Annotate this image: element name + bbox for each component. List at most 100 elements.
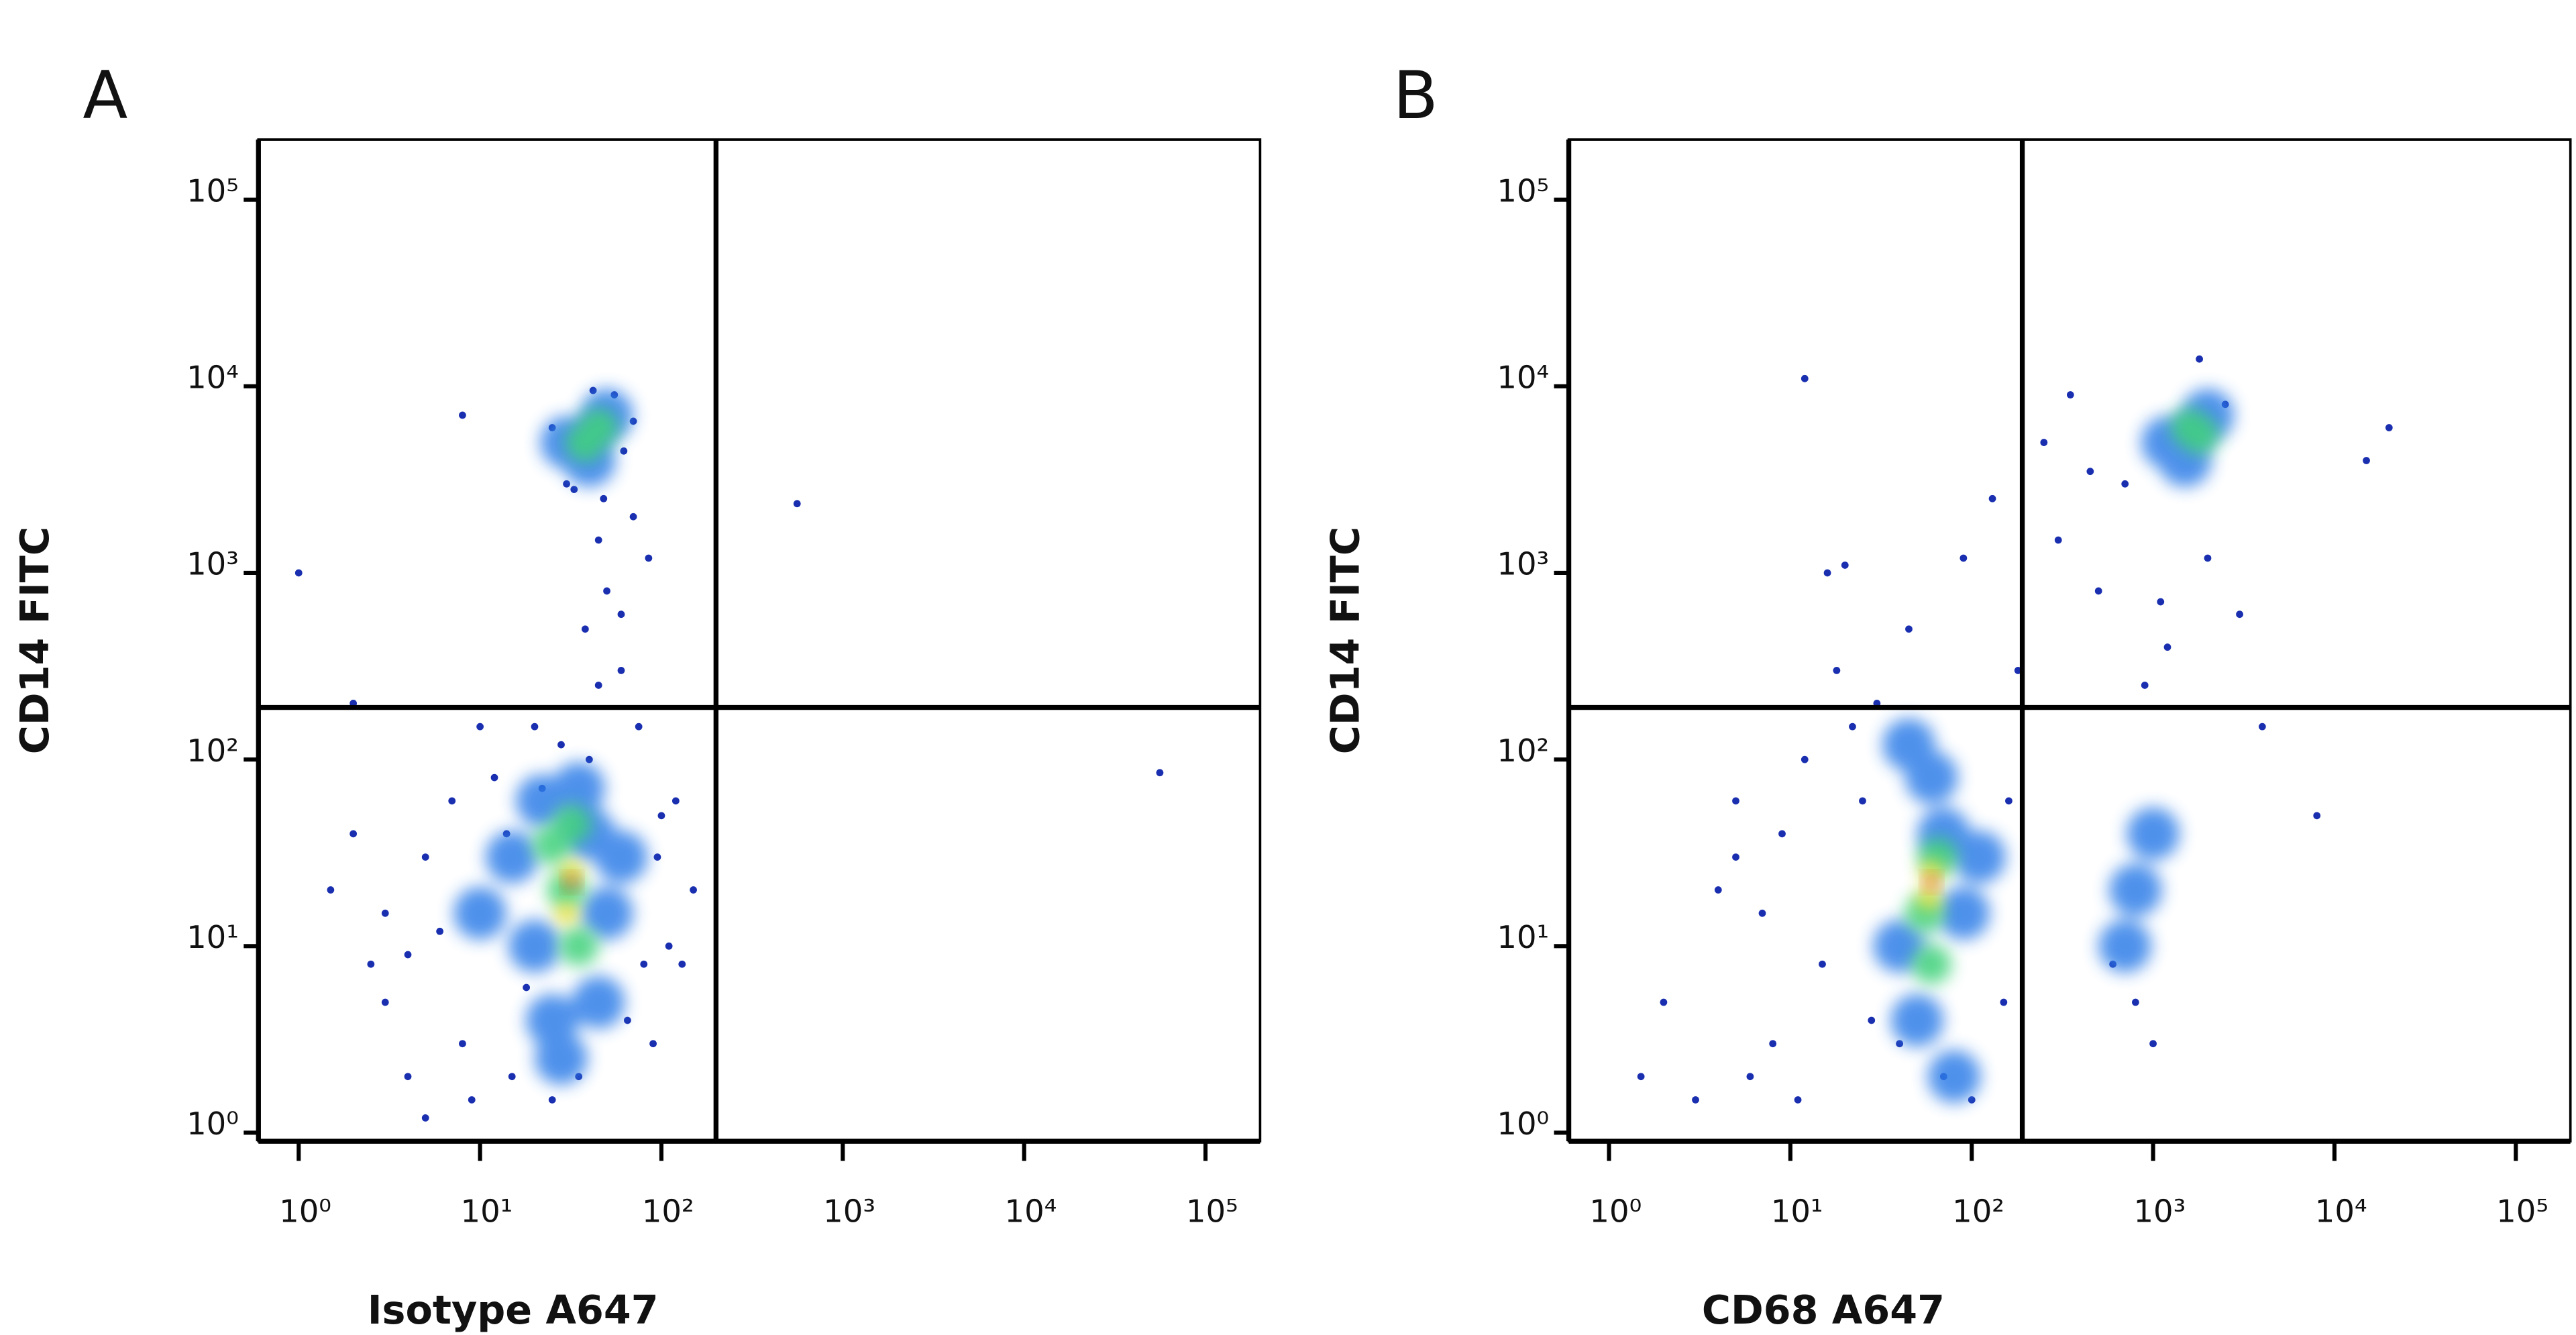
event-point bbox=[486, 831, 539, 884]
event-point bbox=[1920, 860, 1943, 884]
event-point bbox=[2385, 424, 2393, 431]
event-point bbox=[490, 773, 498, 782]
event-point bbox=[1882, 718, 1935, 771]
event-point bbox=[1849, 723, 1856, 731]
event-point bbox=[2000, 998, 2008, 1006]
event-point bbox=[559, 926, 599, 966]
event-point bbox=[468, 1096, 476, 1104]
event-point bbox=[2363, 457, 2370, 464]
event-point bbox=[508, 920, 561, 973]
event-point bbox=[690, 886, 697, 894]
events bbox=[294, 386, 1164, 1122]
y-tick-label: 10⁵ bbox=[1497, 172, 1549, 209]
y-tick-label: 10⁰ bbox=[1497, 1106, 1549, 1142]
y-tick-label: 10³ bbox=[186, 546, 239, 582]
event-point bbox=[294, 569, 303, 577]
event-point bbox=[1960, 554, 1968, 562]
y-axis-title: CD14 FITC bbox=[11, 527, 58, 754]
event-point bbox=[645, 554, 653, 562]
population-level bbox=[1917, 860, 1943, 910]
event-point bbox=[381, 998, 389, 1006]
population-level bbox=[294, 386, 1164, 1122]
event-point bbox=[594, 682, 602, 689]
event-point bbox=[404, 951, 412, 959]
event-point bbox=[1156, 769, 1164, 777]
event-point bbox=[617, 667, 625, 674]
event-point bbox=[1927, 1050, 1981, 1103]
event-point bbox=[1769, 1040, 1777, 1048]
event-point bbox=[617, 610, 625, 619]
event-point bbox=[665, 942, 673, 950]
x-tick-label: 10¹ bbox=[460, 1193, 513, 1229]
event-point bbox=[1925, 875, 1939, 889]
event-point bbox=[2149, 1040, 2157, 1048]
event-point bbox=[1732, 853, 1739, 861]
event-point bbox=[640, 960, 648, 968]
event-point bbox=[1859, 797, 1866, 805]
event-point bbox=[1823, 569, 1831, 577]
event-point bbox=[635, 723, 643, 731]
event-point bbox=[2157, 598, 2165, 606]
event-point bbox=[459, 1040, 466, 1048]
event-point bbox=[653, 853, 661, 861]
population-level bbox=[1904, 408, 2219, 984]
event-point bbox=[1801, 755, 1809, 763]
event-point bbox=[657, 812, 665, 820]
event-point bbox=[1953, 831, 2006, 884]
event-point bbox=[1801, 374, 1809, 382]
event-point bbox=[2066, 391, 2074, 398]
event-point bbox=[594, 831, 648, 884]
x-tick-label: 10¹ bbox=[1771, 1193, 1823, 1229]
event-point bbox=[2163, 643, 2171, 651]
event-point bbox=[620, 447, 628, 455]
x-tick-label: 10⁰ bbox=[279, 1193, 331, 1229]
event-point bbox=[531, 723, 539, 731]
event-point bbox=[367, 960, 375, 968]
event-point bbox=[2098, 920, 2151, 973]
x-axis-title: CD68 A647 bbox=[1702, 1287, 1945, 1333]
event-point bbox=[2094, 587, 2102, 595]
event-point bbox=[1637, 1073, 1645, 1081]
event-point bbox=[1937, 887, 1990, 940]
population-level bbox=[532, 408, 619, 966]
events bbox=[1637, 355, 2393, 1104]
x-tick-label: 10² bbox=[642, 1193, 694, 1229]
event-point bbox=[381, 909, 389, 917]
event-point bbox=[2132, 998, 2139, 1006]
panel-letter: B bbox=[1393, 58, 1438, 134]
x-tick-label: 10⁴ bbox=[2315, 1193, 2367, 1229]
x-tick-label: 10³ bbox=[823, 1193, 875, 1229]
plot-frame bbox=[1567, 138, 2572, 1143]
y-axis-title: CD14 FITC bbox=[1322, 527, 1368, 754]
event-point bbox=[2005, 797, 2012, 805]
x-tick-label: 10⁴ bbox=[1005, 1193, 1057, 1229]
event-point bbox=[1714, 886, 1722, 894]
event-point bbox=[600, 494, 608, 502]
x-tick-label: 10⁰ bbox=[1589, 1193, 1642, 1229]
event-point bbox=[1988, 494, 1996, 502]
event-point bbox=[672, 797, 680, 805]
event-point bbox=[1732, 797, 1739, 805]
event-point bbox=[2236, 610, 2243, 619]
event-point bbox=[1746, 1073, 1754, 1081]
population-level bbox=[1925, 875, 1939, 889]
event-point bbox=[1911, 944, 1951, 984]
event-point bbox=[1896, 1040, 1904, 1048]
event-point bbox=[2180, 415, 2219, 455]
y-tick-label: 10⁵ bbox=[186, 172, 239, 209]
event-point bbox=[1794, 1096, 1802, 1104]
event-point bbox=[581, 625, 589, 633]
y-tick-label: 10⁰ bbox=[186, 1106, 239, 1142]
event-point bbox=[578, 408, 619, 447]
event-point bbox=[2127, 807, 2180, 860]
event-point bbox=[2054, 536, 2062, 544]
event-point bbox=[1833, 667, 1841, 674]
x-tick-label: 10⁵ bbox=[2496, 1193, 2548, 1229]
event-point bbox=[436, 927, 444, 935]
event-point bbox=[2258, 723, 2266, 731]
event-point bbox=[453, 887, 506, 940]
event-point bbox=[459, 411, 466, 419]
event-point bbox=[1660, 998, 1668, 1006]
x-tick-label: 10² bbox=[1952, 1193, 2004, 1229]
